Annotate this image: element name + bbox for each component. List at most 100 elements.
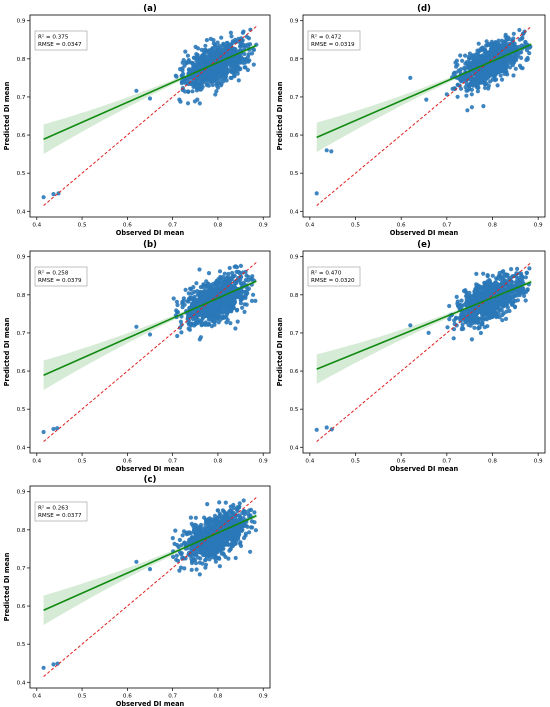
data-point [464, 88, 469, 93]
data-point [508, 42, 513, 48]
data-point [204, 38, 209, 43]
data-point [520, 36, 525, 41]
data-point [496, 41, 501, 47]
data-point [171, 296, 176, 301]
panel-title: (c) [144, 475, 157, 485]
data-point [216, 519, 221, 524]
plot-frame [302, 250, 546, 454]
data-point [493, 310, 498, 315]
stats-box [307, 30, 361, 51]
data-point [215, 508, 220, 513]
data-point [41, 665, 46, 670]
data-point [243, 57, 248, 62]
data-point [483, 53, 488, 58]
data-point [493, 51, 498, 56]
data-point [474, 319, 479, 325]
data-point [221, 539, 226, 544]
data-point [493, 64, 498, 69]
data-point [505, 46, 511, 52]
y-tick-label: 0.8 [290, 293, 299, 299]
y-tick-label: 0.6 [290, 133, 299, 139]
data-point [232, 73, 237, 78]
data-point [192, 99, 197, 104]
data-point [222, 70, 227, 75]
data-point [175, 333, 180, 339]
x-tick-label: 0.5 [78, 694, 87, 700]
data-point [193, 522, 198, 527]
data-point [198, 556, 203, 561]
data-point [189, 287, 194, 292]
x-axis-label: Observed DI mean [390, 229, 459, 237]
data-point [509, 267, 514, 272]
data-point [179, 330, 184, 335]
data-point [494, 283, 499, 288]
data-point [221, 551, 226, 556]
data-point [482, 280, 487, 285]
data-point [505, 72, 510, 77]
data-point [504, 37, 509, 43]
data-point [246, 274, 251, 280]
data-point [469, 92, 474, 97]
y-tick-label: 0.7 [290, 95, 299, 101]
data-point [464, 81, 469, 86]
data-point [198, 301, 203, 306]
data-point [190, 316, 196, 322]
data-point [212, 64, 217, 70]
data-point [492, 288, 497, 294]
data-point [208, 536, 213, 541]
data-point [214, 48, 219, 53]
data-point [218, 47, 223, 53]
data-point [228, 30, 233, 35]
data-point [201, 314, 206, 319]
panel-title: (b) [143, 240, 157, 250]
data-point [477, 307, 482, 312]
data-point [481, 104, 486, 109]
stats-text: R² = 0.470 [311, 270, 342, 277]
data-point [457, 316, 462, 321]
x-tick-label: 0.8 [488, 223, 497, 229]
data-point [172, 541, 177, 547]
data-point [232, 518, 237, 523]
data-point [211, 529, 216, 535]
data-point [485, 273, 490, 278]
data-point [211, 76, 216, 81]
stats-text: RMSE = 0.0377 [38, 513, 82, 519]
data-point [236, 531, 241, 536]
x-tick-label: 0.6 [397, 223, 406, 229]
data-point [459, 298, 464, 303]
data-point [474, 291, 479, 296]
data-point [237, 501, 242, 506]
data-point [203, 284, 208, 289]
data-point [478, 77, 483, 82]
data-point [181, 58, 186, 63]
data-point [216, 548, 222, 553]
data-point [481, 271, 486, 276]
data-point [476, 85, 481, 90]
data-point [424, 97, 429, 102]
data-point [208, 547, 213, 552]
data-point [187, 537, 192, 543]
data-point [245, 524, 250, 529]
data-point [247, 530, 252, 535]
data-point [242, 523, 247, 529]
x-tick-label: 0.5 [78, 223, 87, 229]
data-point [467, 307, 472, 312]
data-point [486, 312, 491, 317]
data-point [147, 96, 153, 101]
data-point [213, 287, 219, 292]
data-point [472, 314, 477, 319]
x-tick-label: 0.9 [259, 459, 268, 465]
data-point [465, 63, 470, 68]
data-point [51, 426, 56, 432]
data-point [231, 297, 236, 302]
data-point [197, 337, 202, 342]
y-tick-label: 0.8 [17, 528, 26, 534]
y-tick-label: 0.4 [290, 445, 299, 451]
data-point [199, 47, 204, 53]
stats-box [34, 266, 88, 287]
data-point [200, 62, 205, 67]
data-point [196, 83, 201, 88]
data-point [486, 73, 491, 78]
data-point [478, 330, 483, 336]
regression-line [43, 280, 257, 376]
